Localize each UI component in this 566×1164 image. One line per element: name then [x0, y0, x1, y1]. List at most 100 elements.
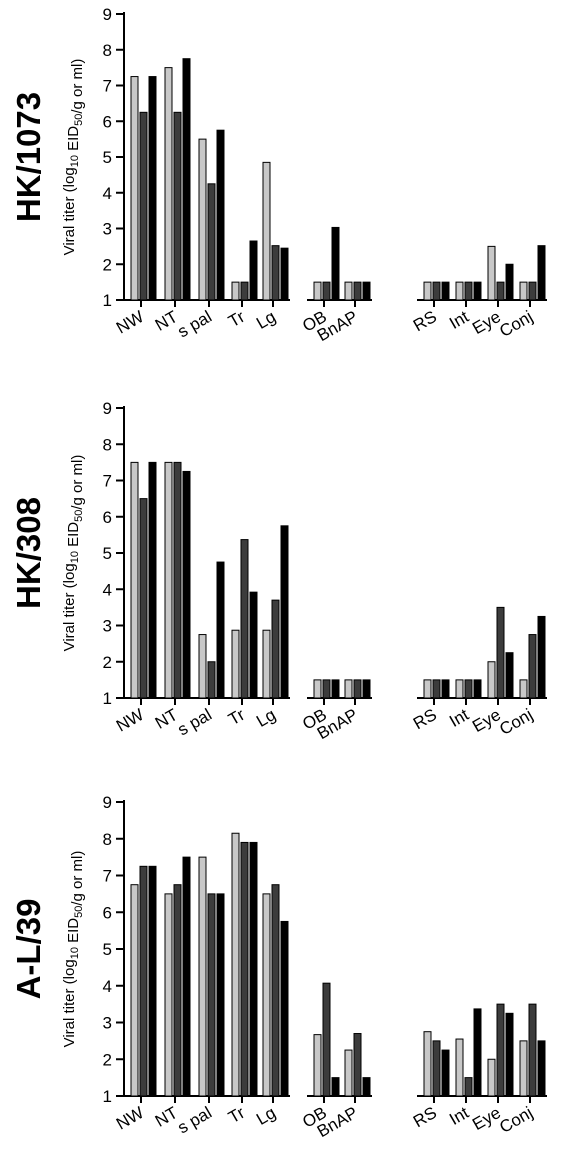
panel-title: A-L/39	[10, 899, 47, 1000]
y-tick-label: 4	[103, 184, 112, 203]
bar	[207, 893, 216, 1097]
bar	[173, 461, 182, 699]
bar	[262, 893, 271, 1097]
y-tick-label: 1	[103, 1087, 112, 1106]
x-tick-label: NW	[113, 1103, 147, 1134]
y-tick-label: 9	[103, 5, 112, 24]
bar	[537, 1040, 546, 1097]
bar	[362, 679, 371, 699]
y-tick-label: 8	[103, 41, 112, 60]
y-tick-label: 5	[103, 148, 112, 167]
bar	[249, 591, 258, 699]
x-tick-label: RS	[410, 1103, 440, 1131]
y-tick-label: 2	[103, 653, 112, 672]
bar	[216, 129, 225, 301]
bar	[487, 1058, 496, 1097]
bar	[313, 679, 322, 699]
x-tick-label: s pal	[174, 705, 215, 739]
bar	[130, 884, 139, 1097]
bar	[271, 884, 280, 1097]
bar	[423, 281, 432, 301]
bar	[473, 679, 482, 699]
bar	[164, 67, 173, 301]
x-tick-label: Lg	[253, 307, 279, 333]
bar	[313, 281, 322, 301]
x-tick-label: Int	[446, 705, 472, 731]
x-tick-label: Lg	[253, 1103, 279, 1129]
bar	[537, 615, 546, 699]
bar	[182, 856, 191, 1097]
x-tick-label: Conj	[496, 705, 536, 739]
y-tick-label: 3	[103, 1014, 112, 1033]
bar	[262, 629, 271, 699]
bar	[139, 111, 148, 301]
y-tick-label: 2	[103, 1050, 112, 1069]
bar	[441, 679, 450, 699]
y-tick-label: 7	[103, 77, 112, 96]
bar	[353, 1033, 362, 1097]
bar	[130, 461, 139, 699]
y-tick-label: 9	[103, 399, 112, 418]
bar	[240, 281, 249, 301]
x-tick-label: Conj	[496, 307, 536, 341]
bar	[240, 841, 249, 1097]
bar	[207, 661, 216, 699]
bar	[148, 865, 157, 1097]
bar	[528, 634, 537, 699]
bar	[519, 1040, 528, 1097]
bar	[198, 634, 207, 699]
bar	[528, 281, 537, 301]
bar	[280, 525, 289, 699]
bar	[505, 263, 514, 301]
x-tick-label: RS	[410, 705, 440, 733]
bar	[362, 1077, 371, 1097]
bar	[441, 1049, 450, 1097]
bar	[496, 281, 505, 301]
bar	[423, 679, 432, 699]
bar	[353, 281, 362, 301]
bar	[164, 461, 173, 699]
y-axis-label: Viral titer (log10 EID50/g or ml)	[61, 455, 86, 652]
bar	[322, 679, 331, 699]
bar	[432, 1040, 441, 1097]
bar	[487, 661, 496, 699]
bar	[455, 679, 464, 699]
bar	[148, 461, 157, 699]
bar	[173, 111, 182, 301]
bar	[322, 982, 331, 1097]
bar	[344, 1049, 353, 1097]
y-tick-label: 6	[103, 112, 112, 131]
y-tick-label: 2	[103, 255, 112, 274]
bar	[216, 561, 225, 699]
bar	[473, 281, 482, 301]
bar	[231, 629, 240, 699]
bar	[487, 245, 496, 301]
bar	[240, 539, 249, 699]
y-axis-label: Viral titer (log10 EID50/g or ml)	[61, 851, 86, 1048]
bar	[455, 1038, 464, 1097]
bar	[496, 1003, 505, 1097]
y-tick-label: 7	[103, 867, 112, 886]
bar	[280, 920, 289, 1097]
bar	[198, 138, 207, 301]
bar	[182, 470, 191, 699]
bar	[322, 281, 331, 301]
bar	[164, 893, 173, 1097]
x-tick-label: s pal	[174, 307, 215, 341]
panel-title: HK/308	[10, 497, 47, 609]
bar	[464, 679, 473, 699]
bar	[198, 856, 207, 1097]
bar	[505, 652, 514, 699]
bar	[249, 841, 258, 1097]
bar	[464, 1077, 473, 1097]
x-tick-label: s pal	[174, 1103, 215, 1137]
bar	[249, 240, 258, 301]
bar	[173, 884, 182, 1097]
x-tick-label: RS	[410, 307, 440, 335]
y-tick-label: 6	[103, 508, 112, 527]
y-tick-label: 5	[103, 544, 112, 563]
bar	[455, 281, 464, 301]
y-tick-label: 8	[103, 830, 112, 849]
bar	[271, 245, 280, 301]
